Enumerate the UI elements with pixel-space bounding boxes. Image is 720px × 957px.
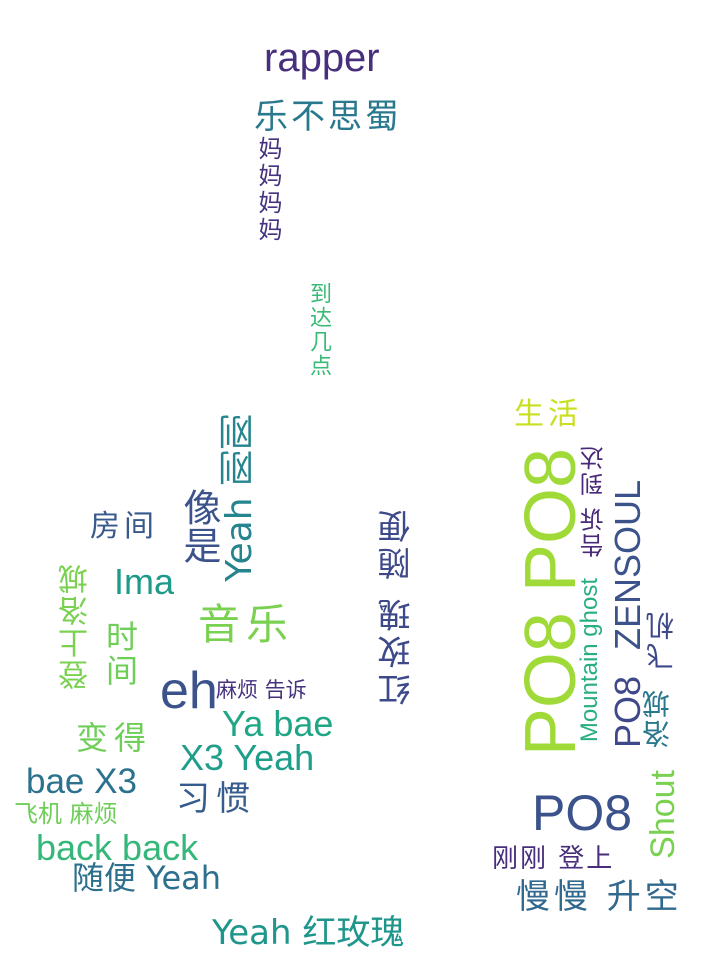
word-biande: 变得 [76, 719, 153, 757]
word-yeah-ganggang: Yeah 刚刚 [219, 414, 260, 582]
word-mafan-gaosu: 麻烦 告诉 [216, 678, 307, 702]
word-back-back: back back [36, 827, 199, 868]
word-mountain-ghost: Mountain ghost [576, 578, 603, 743]
word-manman-shengkong: 慢慢 升空 [516, 877, 683, 917]
word-hongmeigui-suibian: 红玫瑰 随便 [377, 506, 416, 706]
word-yeah-hongmeigui: Yeah 红玫瑰 [212, 913, 405, 953]
word-suibian-yeah: 随便 Yeah [72, 859, 222, 897]
word-x3-yeah: X3 Yeah [180, 737, 315, 778]
word-luocheng: 洛城 [641, 688, 674, 748]
word-po8-side: PO8 [607, 676, 648, 749]
word-daoda-jidian: 到达几点 [306, 282, 331, 378]
word-xiguan: 习惯 [176, 779, 256, 819]
word-ima: Ima [114, 561, 175, 602]
word-shijian: 时间 [101, 620, 139, 688]
word-eh: eh [160, 662, 218, 720]
word-shout: Shout [644, 770, 682, 859]
word-gaosu-daoda: 告诉 到达 [580, 444, 608, 558]
word-rapper: rapper [264, 36, 380, 80]
word-ganggang-dengshang: 刚刚 登上 [492, 844, 615, 874]
word-xiangshi: 像是 [177, 488, 221, 564]
word-yinyue: 音乐 [198, 600, 295, 649]
word-po8-bottom: PO8 [532, 785, 633, 841]
word-dengshang-luocheng: 登上洛城 [59, 562, 94, 690]
word-fangjian: 房间 [90, 509, 158, 544]
word-shenghuo: 生活 [514, 397, 582, 432]
word-feiji-mafan: 飞机 麻烦 [14, 800, 118, 828]
word-mama: 妈妈妈妈 [254, 136, 282, 244]
word-zensoul: ZENSOUL [607, 480, 648, 651]
word-feiji: 飞机 [645, 610, 678, 670]
word-lebusishu: 乐不思蜀 [254, 97, 402, 137]
word-bae-x3: bae X3 [26, 762, 137, 801]
word-ya-bae: Ya bae [222, 703, 334, 744]
